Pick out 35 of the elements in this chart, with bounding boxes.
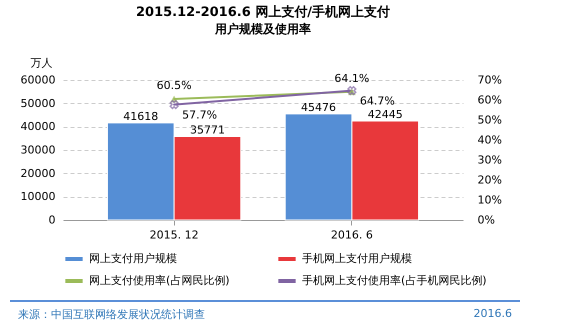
y-tick-label: 20000 — [20, 166, 56, 180]
y2-tick-label: 70% — [478, 74, 502, 86]
y-tick-label: 10000 — [20, 190, 56, 204]
x-tick-label: 2015. 12 — [150, 228, 199, 242]
y2-tick-label: 0% — [478, 214, 495, 226]
y-tick-label: 50000 — [20, 96, 56, 110]
data-label: 60.5% — [156, 79, 192, 92]
y2-tick-label: 40% — [478, 134, 502, 146]
legend-label: 手机网上支付使用率(占手机网民比例) — [302, 274, 487, 287]
y2-tick-label: 10% — [478, 194, 502, 206]
y-tick-label: 0 — [48, 214, 56, 226]
legend-label: 网上支付使用率(占网民比例) — [89, 274, 230, 287]
y2-tick-label: 20% — [478, 174, 502, 186]
data-label: 64.1% — [334, 72, 370, 85]
x-tick-label: 2016. 6 — [330, 228, 373, 242]
data-label: 45476 — [301, 100, 336, 114]
text: 2016.6 — [474, 307, 512, 322]
y-tick-label: 40000 — [20, 120, 56, 134]
y2-tick-label: 30% — [478, 154, 502, 166]
data-label: 64.7% — [360, 94, 395, 108]
legend-label: 手机网上支付用户规模 — [302, 252, 412, 265]
data-label: 35771 — [190, 124, 225, 137]
legend-label: 网上支付用户规模 — [89, 252, 177, 265]
y-tick-label: 30000 — [20, 144, 56, 156]
source-note: 来源：中国互联网络发展状况统计调查 — [18, 307, 205, 322]
chart-title: 2015.12-2016.6 网上支付/手机网上支付 — [136, 4, 390, 20]
data-label: 41618 — [123, 110, 158, 123]
y-tick-label: 60000 — [20, 74, 56, 86]
chart-subtitle: 用户规模及使用率 — [214, 22, 311, 36]
y2-tick-label: 50% — [478, 114, 502, 126]
y2-tick-label: 60% — [478, 94, 502, 106]
data-label: 57.7% — [182, 108, 218, 122]
point — [170, 100, 179, 110]
data-label: 42445 — [368, 108, 403, 121]
y-axis-title: 万人 — [30, 56, 52, 70]
